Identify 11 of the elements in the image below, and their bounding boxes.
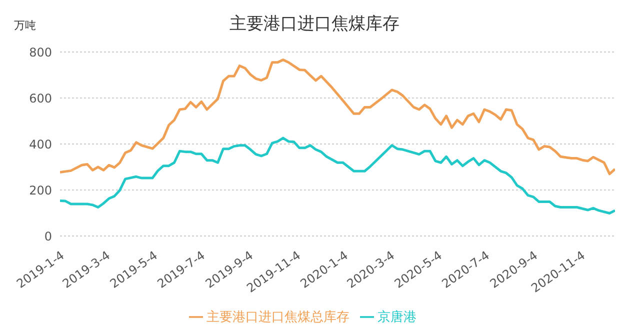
- y-tick-label: 200: [29, 183, 52, 198]
- chart-title: 主要港口进口焦煤库存: [230, 14, 400, 34]
- y-tick-label: 800: [29, 45, 52, 60]
- y-axis-title: 万吨: [14, 18, 36, 33]
- y-tick-label: 0: [44, 229, 52, 244]
- line-series: [60, 58, 615, 176]
- y-tick-label: 600: [29, 91, 52, 106]
- legend-label: 京唐港: [378, 310, 416, 325]
- y-tick-label: 400: [29, 137, 52, 152]
- line-series: [60, 136, 615, 214]
- legend-label: 主要港口进口焦煤总库存: [206, 310, 350, 325]
